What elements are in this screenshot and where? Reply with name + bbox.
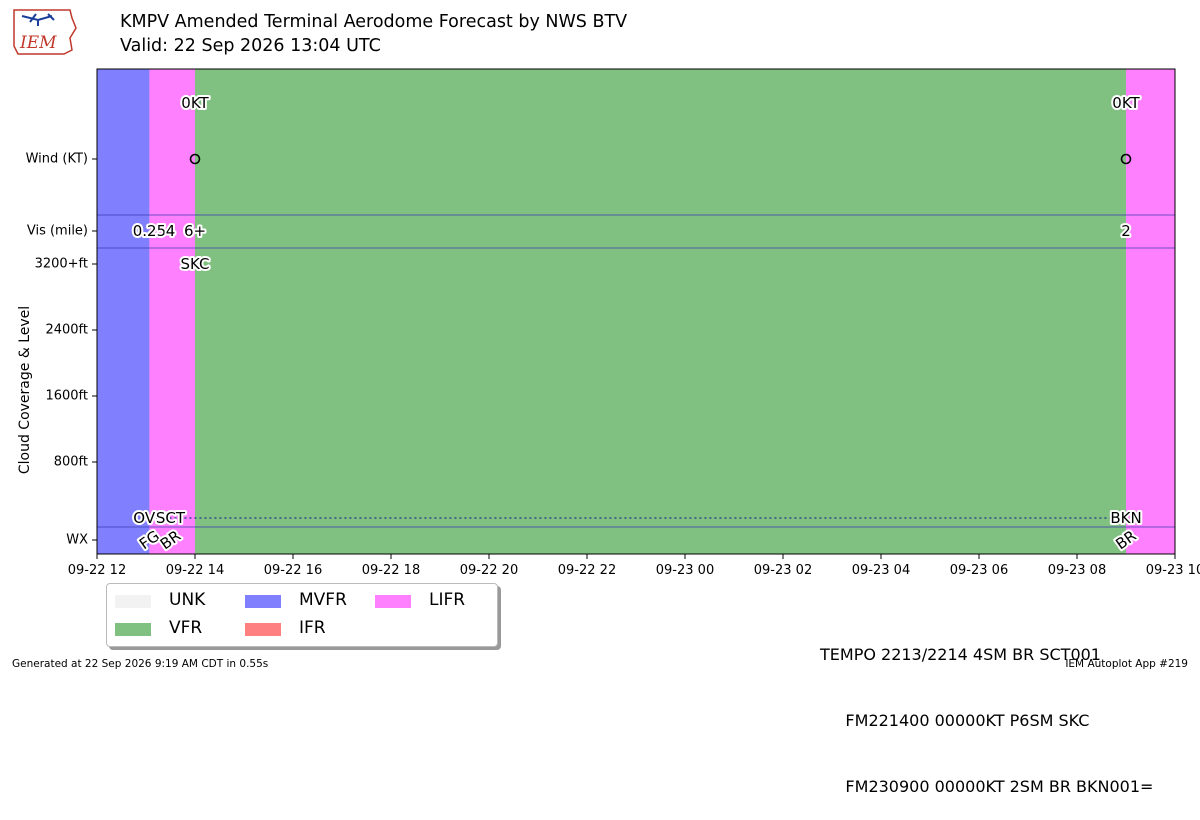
- x-tick-label: 09-23 00: [656, 563, 714, 578]
- y-tick-label: Vis (mile): [27, 224, 88, 239]
- x-tick-label: 09-23 10: [1146, 563, 1200, 578]
- cloud-label: BKN: [1110, 509, 1141, 527]
- category-band-lifr: [149, 69, 195, 554]
- visibility-label: 2: [1121, 222, 1131, 240]
- x-tick-label: 09-22 22: [558, 563, 616, 578]
- visibility-label: 0.25: [133, 222, 166, 240]
- x-tick-label: 09-22 16: [264, 563, 322, 578]
- legend-swatch: [115, 623, 151, 636]
- x-tick-label: 09-22 12: [68, 563, 126, 578]
- legend-swatch: [245, 595, 281, 608]
- category-bands: [97, 69, 1175, 554]
- category-band-mvfr: [97, 69, 150, 554]
- cloud-label: SCT: [156, 509, 186, 527]
- y-axis-label: Cloud Coverage & Level: [17, 306, 33, 474]
- generated-footer: Generated at 22 Sep 2026 9:19 AM CDT in …: [12, 658, 269, 670]
- cloud-label: OVC: [133, 509, 165, 527]
- cloud-label: SKC: [180, 255, 209, 273]
- app-footer: IEM Autoplot App #219: [1065, 658, 1188, 670]
- wind-calm-marker: [189, 153, 201, 165]
- x-tick-label: 09-23 04: [852, 563, 910, 578]
- chart-title: KMPV Amended Terminal Aerodome Forecast …: [120, 12, 628, 32]
- y-axis: Wind (KT) Vis (mile) 3200+ft 2400ft 1600ft 80…: [26, 152, 97, 548]
- x-axis: 09-22 12 09-22 14 09-22 16 09-22 18 09-22 20…: [68, 554, 1200, 578]
- y-tick-label: 3200+ft: [35, 257, 88, 272]
- iem-logo: IEM: [13, 9, 77, 55]
- legend-label: VFR: [169, 618, 203, 638]
- category-band-lifr: [1126, 69, 1175, 554]
- taf-line: FM230900 00000KT 2SM BR BKN001=: [820, 777, 1154, 796]
- x-tick-label: 09-22 20: [460, 563, 518, 578]
- taf-chart: 09-22 12 09-22 14 09-22 16 09-22 18 09-22 20…: [17, 68, 1200, 578]
- taf-line: TEMPO 2213/2214 4SM BR SCT001: [820, 645, 1101, 664]
- x-tick-label: 09-23 02: [754, 563, 812, 578]
- category-band-vfr: [195, 69, 1126, 554]
- y-tick-label: Wind (KT): [26, 152, 88, 167]
- y-tick-label: 1600ft: [45, 389, 88, 404]
- legend-swatch: [115, 595, 151, 608]
- legend-label: LIFR: [429, 590, 466, 610]
- legend: UNK VFR MVFR IFR LIFR: [106, 583, 498, 647]
- taf-line: FM221400 00000KT P6SM SKC: [820, 711, 1090, 730]
- plot-frame: [96, 68, 1176, 555]
- x-tick-label: 09-22 18: [362, 563, 420, 578]
- legend-swatch: [245, 623, 281, 636]
- x-tick-label: 09-23 06: [950, 563, 1008, 578]
- y-tick-label: 800ft: [54, 455, 88, 470]
- y-tick-label: WX: [66, 533, 88, 548]
- legend-swatch: [375, 595, 411, 608]
- legend-label: IFR: [299, 618, 326, 638]
- taf-text: TEMPO 2213/2214 4SM BR SCT001 FM221400 0…: [820, 600, 1153, 820]
- chart-subtitle: Valid: 22 Sep 2026 13:04 UTC: [120, 36, 381, 56]
- x-tick-label: 09-23 08: [1048, 563, 1106, 578]
- visibility-label: 6+: [184, 222, 206, 240]
- legend-label: MVFR: [299, 590, 347, 610]
- x-tick-label: 09-22 14: [166, 563, 224, 578]
- legend-label: UNK: [169, 590, 206, 610]
- row-dividers: [97, 214, 1175, 528]
- wind-label: 0KT: [1112, 94, 1140, 112]
- wind-calm-marker: [1120, 153, 1132, 165]
- logo-text: IEM: [19, 33, 57, 53]
- visibility-label: 4: [166, 222, 176, 240]
- y-tick-label: 2400ft: [45, 323, 88, 338]
- wind-label: 0KT: [181, 94, 209, 112]
